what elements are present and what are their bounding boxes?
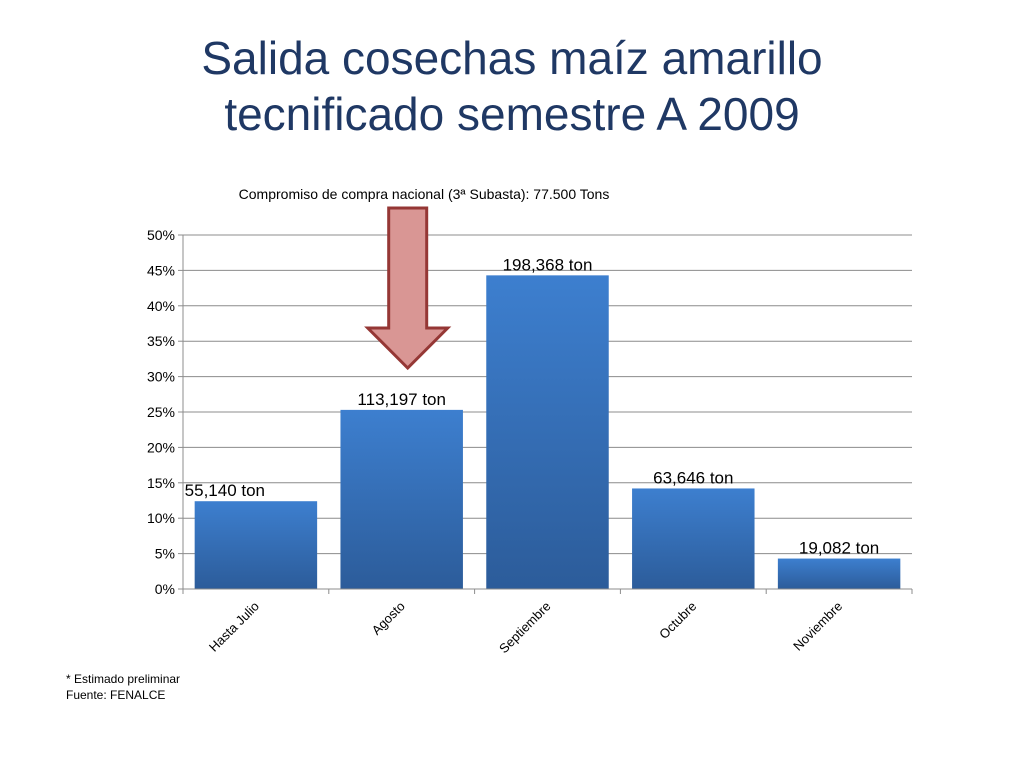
data-label: 113,197 ton	[357, 390, 446, 409]
x-tick-label: Noviembre	[790, 599, 845, 654]
data-label: 19,082 ton	[799, 539, 879, 558]
y-tick-label: 45%	[147, 262, 175, 278]
slide-title: Salida cosechas maíz amarillo tecnificad…	[0, 30, 1024, 142]
y-tick-label: 25%	[147, 404, 175, 420]
y-tick-label: 0%	[155, 581, 175, 597]
bar-septiembre	[486, 275, 609, 589]
annotation	[364, 206, 452, 371]
x-tick-label: Septiembre	[496, 599, 554, 657]
y-tick-label: 5%	[155, 546, 175, 562]
data-label: 55,140 ton	[185, 481, 265, 500]
y-tick-label: 35%	[147, 333, 175, 349]
slide-title-line-1: Salida cosechas maíz amarillo	[201, 32, 823, 84]
y-tick-label: 10%	[147, 510, 175, 526]
data-labels: 55,140 ton 113,197 ton 198,368 ton 63,646 t…	[185, 255, 880, 557]
bar-octubre	[632, 488, 755, 589]
y-tick-label: 40%	[147, 298, 175, 314]
y-tick-label: 15%	[147, 475, 175, 491]
x-tick-label: Octubre	[656, 599, 699, 642]
bar-noviembre	[777, 558, 901, 589]
footnotes: * Estimado preliminar Fuente: FENALCE	[66, 671, 180, 703]
footnote-source: Fuente: FENALCE	[66, 688, 166, 702]
bar-agosto	[340, 409, 463, 589]
y-tick-label: 20%	[147, 439, 175, 455]
data-label: 63,646 ton	[653, 468, 733, 487]
y-tick-label: 30%	[147, 369, 175, 385]
chart-subtitle: Compromiso de compra nacional (3ª Subast…	[239, 186, 610, 202]
axes	[178, 234, 913, 594]
data-label: 198,368 ton	[503, 255, 593, 274]
y-tick-label: 50%	[147, 227, 175, 243]
y-axis-tick-labels: 0% 5% 10% 15% 20% 25% 30% 35% 40% 45% 50%	[147, 227, 175, 597]
down-arrow-icon	[364, 206, 452, 371]
x-tick-label: Hasta Julio	[206, 599, 262, 655]
bars	[194, 275, 901, 589]
footnote-estimate: * Estimado preliminar	[66, 672, 181, 686]
slide-title-line-2: tecnificado semestre A 2009	[224, 88, 800, 140]
x-tick-label: Agosto	[369, 599, 408, 638]
x-axis-tick-labels: Hasta Julio Agosto Septiembre Octubre Noviem…	[206, 599, 845, 657]
bar-hasta-julio	[194, 501, 318, 589]
